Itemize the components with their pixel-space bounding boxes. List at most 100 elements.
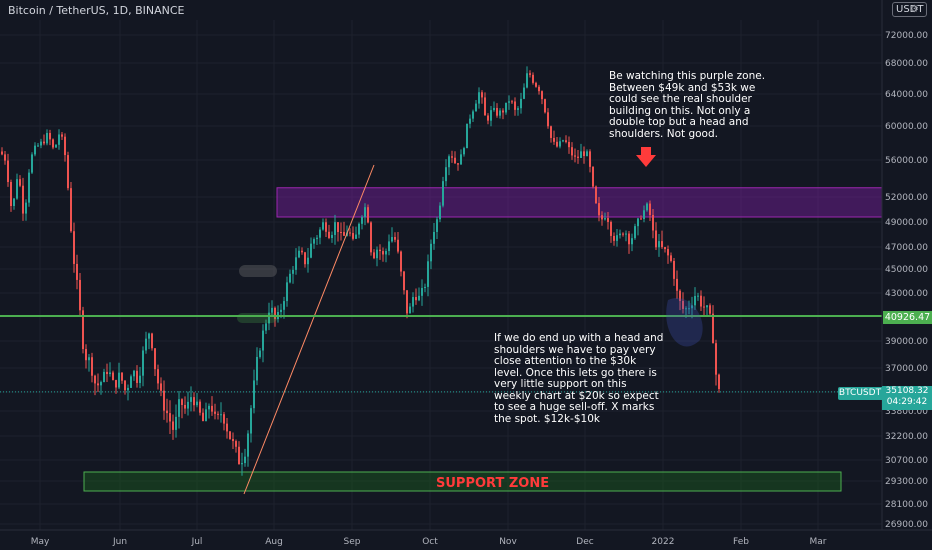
candle-body [238,446,240,465]
y-tick-label: 72000.00 [885,31,928,41]
candle-body [409,306,411,314]
candle-body [61,134,63,137]
candle-body [241,463,243,465]
candle-body [622,233,624,235]
candle-body [106,371,108,375]
candle-body [688,308,690,310]
candle-body [295,257,297,270]
candle-body [265,323,267,331]
x-tick-label: Jun [112,537,127,547]
y-tick-label: 56000.00 [885,156,928,166]
candle-body [247,433,249,457]
candle-body [667,249,669,256]
last-price-tag: 35108.32 04:29:42 [882,386,932,410]
candle-body [52,139,54,148]
candle-body [598,203,600,216]
candle-body [466,123,468,149]
y-tick-label: 45000.00 [885,265,928,275]
candle-body [532,74,534,83]
candle-body [259,350,261,357]
candle-body [229,431,231,439]
candle-body [478,92,480,104]
candle-body [133,370,135,377]
candle-body [613,235,615,241]
candle-body [496,107,498,116]
candle-body [511,101,513,103]
candle-body [322,222,324,230]
y-tick-label: 30700.00 [885,456,928,466]
candle-body [430,243,432,262]
candle-body [160,383,162,391]
candle-body [619,233,621,236]
candle-body [208,405,210,410]
candle-body [115,380,117,388]
currency-selector[interactable]: USDT [892,2,928,17]
candle-body [196,401,198,406]
candle-body [682,300,684,309]
candle-body [64,136,66,156]
candle-body [205,409,207,422]
candle-body [706,305,708,308]
candle-body [382,251,384,255]
candle-body [358,223,360,235]
candle-body [427,261,429,287]
y-tick-label: 26900.00 [885,520,928,530]
candle-body [508,101,510,103]
candle-body [571,147,573,156]
horizontal-line-price-tag: 40926.47 [883,311,932,324]
candle-body [475,103,477,112]
candle-body [250,408,252,434]
candle-body [19,179,21,186]
candle-body [697,295,699,297]
y-tick-label: 33800.00 [885,407,928,417]
candle-body [670,255,672,261]
candle-body [73,231,75,264]
candle-body [634,226,636,239]
candle-body [148,333,150,339]
candle-body [514,101,516,110]
chart-title: Bitcoin / TetherUS, 1D, BINANCE [8,4,185,17]
candle-body [586,151,588,157]
candle-body [580,151,582,158]
candle-body [544,99,546,113]
candle-body [415,297,417,301]
candle-body [577,156,579,158]
gear-icon[interactable]: ⚙ [910,4,919,15]
candle-body [157,369,159,384]
candle-body [121,372,123,381]
candle-body [700,295,702,307]
candle-body [376,249,378,259]
candle-body [172,421,174,430]
x-tick-label: Mar [810,537,827,547]
candle-body [523,87,525,99]
candle-body [4,154,6,161]
candle-body [31,154,33,173]
candle-body [22,185,24,214]
y-tick-label: 47000.00 [885,243,928,253]
candle-body [199,401,201,413]
support-zone [83,471,842,492]
candle-body [652,214,654,231]
candle-body [565,140,567,142]
candle-body [202,412,204,422]
candle-body [343,232,345,236]
candle-body [109,372,111,375]
candle-body [1,151,3,155]
candle-body [463,148,465,155]
candle-body [79,279,81,311]
candle-body [151,333,153,349]
candle-body [526,73,528,88]
x-tick-label: Jul [191,537,203,547]
candle-body [559,141,561,147]
candle-body [646,203,648,211]
candle-body [37,145,39,147]
candle-body [457,163,459,165]
candle-body [220,414,222,416]
candle-body [661,241,663,248]
candle-body [214,411,216,414]
candle-body [349,232,351,234]
candle-body [211,405,213,412]
x-tick-label: Dec [576,537,593,547]
candle-body [412,297,414,307]
